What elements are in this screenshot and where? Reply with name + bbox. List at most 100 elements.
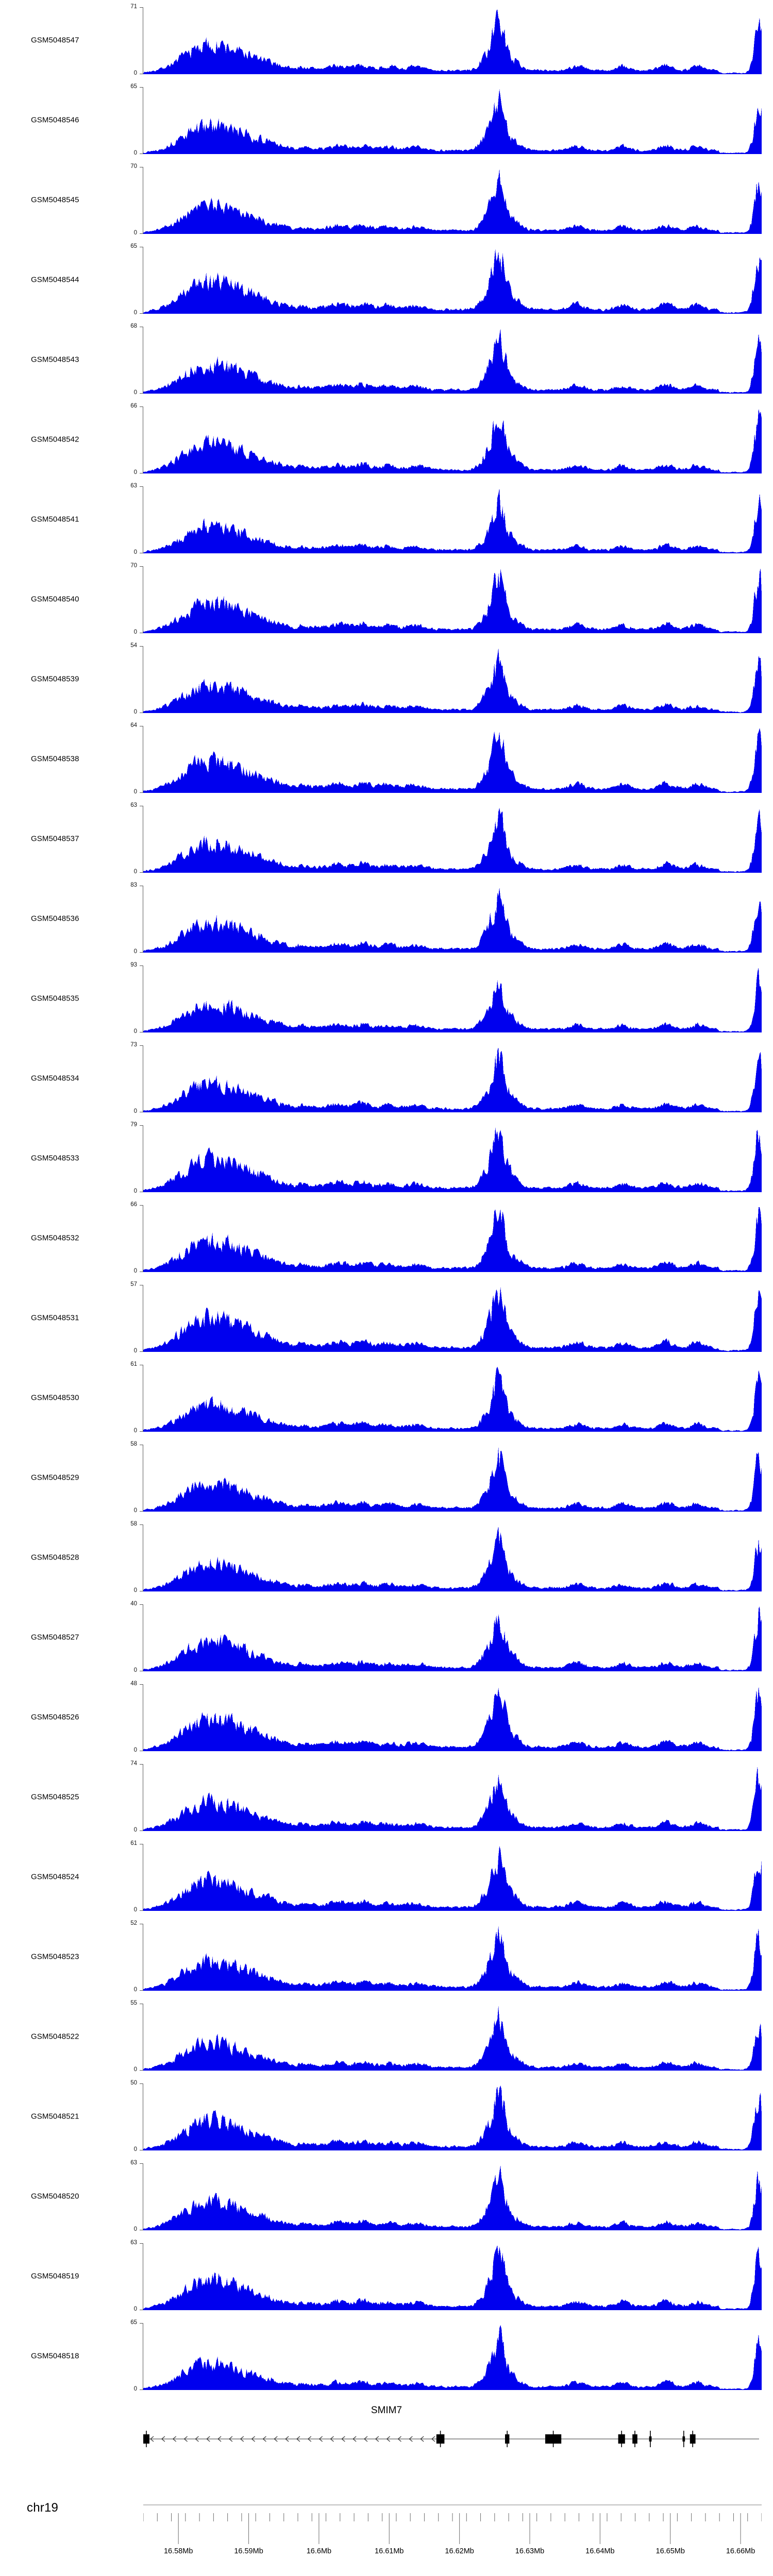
coverage-track[interactable]: GSM5048527 40 0 bbox=[0, 1597, 773, 1677]
coverage-histogram[interactable] bbox=[143, 87, 762, 154]
coverage-histogram[interactable] bbox=[143, 1045, 762, 1112]
coverage-histogram[interactable] bbox=[143, 726, 762, 793]
track-label: GSM5048531 bbox=[31, 1313, 79, 1322]
y-axis-max-label: 64 bbox=[130, 722, 137, 728]
coverage-track[interactable]: GSM5048521 50 0 bbox=[0, 2076, 773, 2156]
coverage-histogram[interactable] bbox=[143, 886, 762, 953]
coverage-histogram[interactable] bbox=[143, 806, 762, 873]
track-label: GSM5048528 bbox=[31, 1553, 79, 1562]
coverage-histogram[interactable] bbox=[143, 646, 762, 713]
coverage-track[interactable]: GSM5048539 54 0 bbox=[0, 639, 773, 719]
track-label: GSM5048526 bbox=[31, 1713, 79, 1721]
coverage-histogram[interactable] bbox=[143, 327, 762, 394]
track-label: GSM5048534 bbox=[31, 1074, 79, 1082]
coverage-track[interactable]: GSM5048533 79 0 bbox=[0, 1118, 773, 1198]
coverage-histogram[interactable] bbox=[143, 1604, 762, 1671]
coverage-track[interactable]: GSM5048546 65 0 bbox=[0, 80, 773, 160]
y-axis-min-label: 0 bbox=[133, 310, 137, 316]
coverage-histogram[interactable] bbox=[143, 1924, 762, 1991]
coverage-track[interactable]: GSM5048531 57 0 bbox=[0, 1278, 773, 1358]
coverage-histogram[interactable] bbox=[143, 247, 762, 314]
coverage-histogram[interactable] bbox=[143, 2243, 762, 2310]
svg-text:16.58Mb: 16.58Mb bbox=[164, 2547, 193, 2555]
axis-ruler-graphic: 16.58Mb 16.59Mb 16.6Mb 16.61Mb 16.62Mb 16.63M… bbox=[143, 2499, 762, 2576]
y-axis-max-label: 79 bbox=[130, 1122, 137, 1128]
track-label: GSM5048544 bbox=[31, 275, 79, 284]
svg-text:16.63Mb: 16.63Mb bbox=[515, 2547, 544, 2555]
track-y-axis: 40 0 bbox=[130, 1601, 145, 1673]
y-axis-max-label: 50 bbox=[130, 2080, 137, 2086]
coverage-track[interactable]: GSM5048544 65 0 bbox=[0, 240, 773, 319]
coverage-histogram[interactable] bbox=[143, 7, 762, 74]
coverage-track[interactable]: GSM5048526 48 0 bbox=[0, 1677, 773, 1757]
y-axis-min-label: 0 bbox=[133, 469, 137, 476]
track-y-axis: 68 0 bbox=[130, 323, 145, 396]
coverage-track[interactable]: GSM5048523 52 0 bbox=[0, 1917, 773, 1996]
coverage-histogram[interactable] bbox=[143, 2004, 762, 2071]
y-axis-max-label: 65 bbox=[130, 83, 137, 90]
y-axis-min-label: 0 bbox=[133, 1348, 137, 1354]
coverage-histogram[interactable] bbox=[143, 2083, 762, 2150]
coverage-track[interactable]: GSM5048528 58 0 bbox=[0, 1517, 773, 1597]
coverage-track[interactable]: GSM5048534 73 0 bbox=[0, 1038, 773, 1118]
track-y-axis: 66 0 bbox=[130, 1201, 145, 1274]
coverage-histogram[interactable] bbox=[143, 1205, 762, 1272]
y-axis-tick-max bbox=[140, 965, 143, 967]
coverage-histogram[interactable] bbox=[143, 1684, 762, 1751]
svg-text:16.6Mb: 16.6Mb bbox=[307, 2547, 331, 2555]
coverage-track[interactable]: GSM5048547 71 0 bbox=[0, 0, 773, 80]
coverage-histogram[interactable] bbox=[143, 1445, 762, 1512]
track-label: GSM5048537 bbox=[31, 834, 79, 843]
track-y-axis: 64 0 bbox=[130, 722, 145, 795]
track-y-axis: 50 0 bbox=[130, 2080, 145, 2153]
coverage-histogram[interactable] bbox=[143, 1764, 762, 1831]
coverage-histogram[interactable] bbox=[143, 406, 762, 473]
y-axis-min-label: 0 bbox=[133, 789, 137, 795]
coverage-track[interactable]: GSM5048522 55 0 bbox=[0, 1996, 773, 2076]
coverage-histogram[interactable] bbox=[143, 2323, 762, 2390]
coverage-track[interactable]: GSM5048542 66 0 bbox=[0, 399, 773, 479]
coverage-track[interactable]: GSM5048536 83 0 bbox=[0, 878, 773, 958]
coverage-track[interactable]: GSM5048543 68 0 bbox=[0, 319, 773, 399]
coverage-track[interactable]: GSM5048520 63 0 bbox=[0, 2156, 773, 2236]
coverage-histogram[interactable] bbox=[143, 486, 762, 553]
coverage-histogram[interactable] bbox=[143, 965, 762, 1032]
y-axis-tick-min bbox=[140, 2070, 143, 2071]
y-axis-min-label: 0 bbox=[133, 70, 137, 76]
coverage-histogram[interactable] bbox=[143, 1524, 762, 1591]
coverage-track[interactable]: GSM5048538 64 0 bbox=[0, 719, 773, 799]
gene-model-graphic[interactable] bbox=[143, 2429, 762, 2449]
coverage-track[interactable]: GSM5048545 70 0 bbox=[0, 160, 773, 240]
coverage-histogram[interactable] bbox=[143, 1125, 762, 1192]
track-y-axis: 66 0 bbox=[130, 403, 145, 476]
coverage-track[interactable]: GSM5048541 63 0 bbox=[0, 479, 773, 559]
coverage-histogram[interactable] bbox=[143, 167, 762, 234]
coverage-track[interactable]: GSM5048525 74 0 bbox=[0, 1757, 773, 1837]
coverage-track[interactable]: GSM5048540 70 0 bbox=[0, 559, 773, 639]
y-axis-min-label: 0 bbox=[133, 2306, 137, 2312]
coverage-track[interactable]: GSM5048524 61 0 bbox=[0, 1837, 773, 1917]
coverage-histogram[interactable] bbox=[143, 2163, 762, 2230]
coverage-histogram[interactable] bbox=[143, 566, 762, 633]
coverage-track[interactable]: GSM5048519 63 0 bbox=[0, 2236, 773, 2316]
y-axis-tick-min bbox=[140, 872, 143, 873]
track-y-axis: 65 0 bbox=[130, 2319, 145, 2392]
y-axis-tick-max bbox=[140, 2163, 143, 2164]
gene-name-label: SMIM7 bbox=[371, 2405, 402, 2416]
coverage-histogram[interactable] bbox=[143, 1365, 762, 1432]
coverage-track[interactable]: GSM5048532 66 0 bbox=[0, 1198, 773, 1278]
gene-annotation-track[interactable]: SMIM7 bbox=[0, 2396, 773, 2483]
y-axis-tick-min bbox=[140, 1910, 143, 1911]
coverage-track[interactable]: GSM5048530 61 0 bbox=[0, 1358, 773, 1437]
y-axis-max-label: 61 bbox=[130, 1840, 137, 1846]
y-axis-tick-max bbox=[140, 7, 143, 8]
track-label: GSM5048536 bbox=[31, 914, 79, 923]
svg-text:16.59Mb: 16.59Mb bbox=[234, 2547, 263, 2555]
coverage-track[interactable]: GSM5048518 65 0 bbox=[0, 2316, 773, 2396]
coverage-histogram[interactable] bbox=[143, 1285, 762, 1352]
coverage-track[interactable]: GSM5048537 63 0 bbox=[0, 799, 773, 878]
coverage-histogram[interactable] bbox=[143, 1844, 762, 1911]
track-y-axis: 52 0 bbox=[130, 1920, 145, 1993]
coverage-track[interactable]: GSM5048535 93 0 bbox=[0, 958, 773, 1038]
coverage-track[interactable]: GSM5048529 58 0 bbox=[0, 1437, 773, 1517]
